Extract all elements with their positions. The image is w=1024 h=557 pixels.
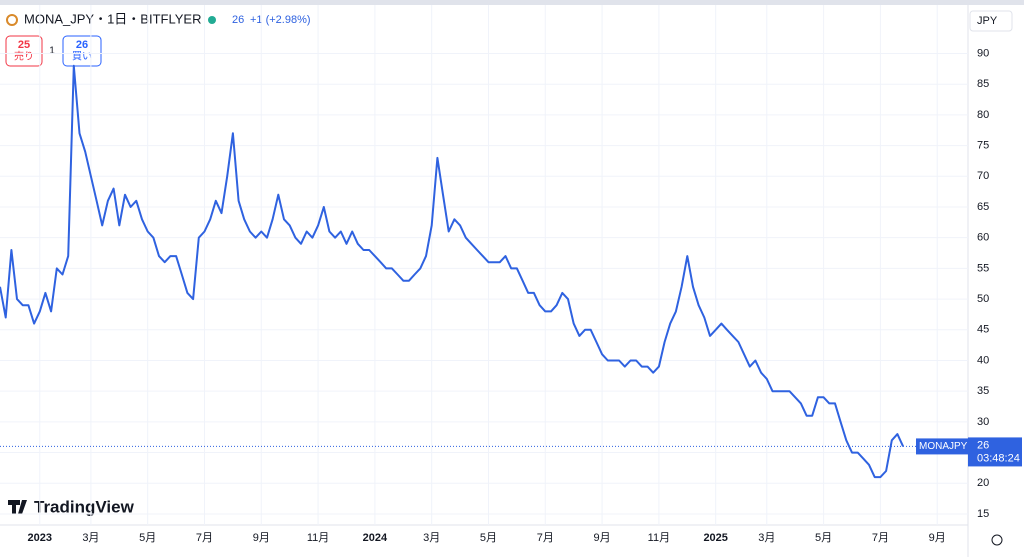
- logo-text: TradingView: [34, 497, 135, 516]
- x-tick-label: 3月: [423, 532, 440, 544]
- y-tick-label: 50: [977, 293, 989, 305]
- y-tick-label: 40: [977, 354, 989, 366]
- price-tag-countdown: 03:48:24: [977, 452, 1020, 464]
- y-tick-label: 30: [977, 416, 989, 428]
- x-tick-label: 9月: [929, 532, 946, 544]
- y-tick-label: 55: [977, 262, 989, 274]
- x-tick-label: 7月: [196, 532, 213, 544]
- x-tick-label: 7月: [537, 532, 554, 544]
- x-tick-label: 3月: [758, 532, 775, 544]
- x-tick-label: 9月: [253, 532, 270, 544]
- price-tag-bg: [968, 437, 1022, 467]
- price-line: [0, 64, 905, 479]
- y-tick-label: 80: [977, 109, 989, 121]
- y-tick-label: 20: [977, 477, 989, 489]
- currency: JPY: [977, 15, 998, 27]
- y-tick-label: 75: [977, 139, 989, 151]
- price-tag-price: 26: [977, 439, 989, 451]
- logo: TradingView: [8, 497, 135, 516]
- y-tick-label: 65: [977, 201, 989, 213]
- y-tick-label: 35: [977, 385, 989, 397]
- y-tick-label: 70: [977, 170, 989, 182]
- x-tick-label: 11月: [648, 532, 670, 544]
- y-tick-label: 85: [977, 78, 989, 90]
- x-tick-label: 5月: [480, 532, 497, 544]
- x-tick-label: 2023: [28, 532, 52, 544]
- status-dot: [208, 16, 216, 24]
- price-tag-name-bg: [916, 438, 968, 455]
- settings-icon[interactable]: [991, 534, 1003, 546]
- sell-label: 売り: [14, 50, 34, 63]
- y-tick-label: 90: [977, 47, 989, 59]
- buy-label: 買い: [72, 51, 92, 63]
- symbol-icon: [6, 14, 18, 26]
- buy-price: 26: [76, 39, 88, 51]
- x-tick-label: 11月: [307, 532, 329, 544]
- x-tick-label: 2025: [703, 532, 727, 544]
- symbol-title[interactable]: MONA_JPY・1日・BITFLYER: [24, 11, 201, 26]
- y-tick-label: 45: [977, 324, 989, 336]
- sell-price: 25: [18, 39, 30, 51]
- y-tick-label: 15: [977, 508, 989, 520]
- x-tick-label: 2024: [363, 532, 388, 544]
- x-tick-label: 7月: [872, 532, 889, 544]
- y-tick-label: 60: [977, 232, 989, 244]
- x-tick-label: 5月: [815, 532, 832, 544]
- currency-button[interactable]: [969, 10, 1013, 32]
- buy-button[interactable]: [62, 35, 102, 67]
- sell-button[interactable]: [5, 35, 43, 67]
- x-tick-label: 9月: [594, 532, 611, 544]
- x-tick-label: 3月: [82, 532, 99, 544]
- last-price: 26: [232, 14, 244, 26]
- x-tick-label: 5月: [139, 532, 156, 544]
- price-tag-name: MONAJPY: [919, 441, 968, 452]
- top-bar: [0, 0, 1024, 5]
- spread: 1: [49, 46, 55, 57]
- logo-icon: [8, 500, 27, 514]
- price-change: +1 (+2.98%): [250, 14, 311, 26]
